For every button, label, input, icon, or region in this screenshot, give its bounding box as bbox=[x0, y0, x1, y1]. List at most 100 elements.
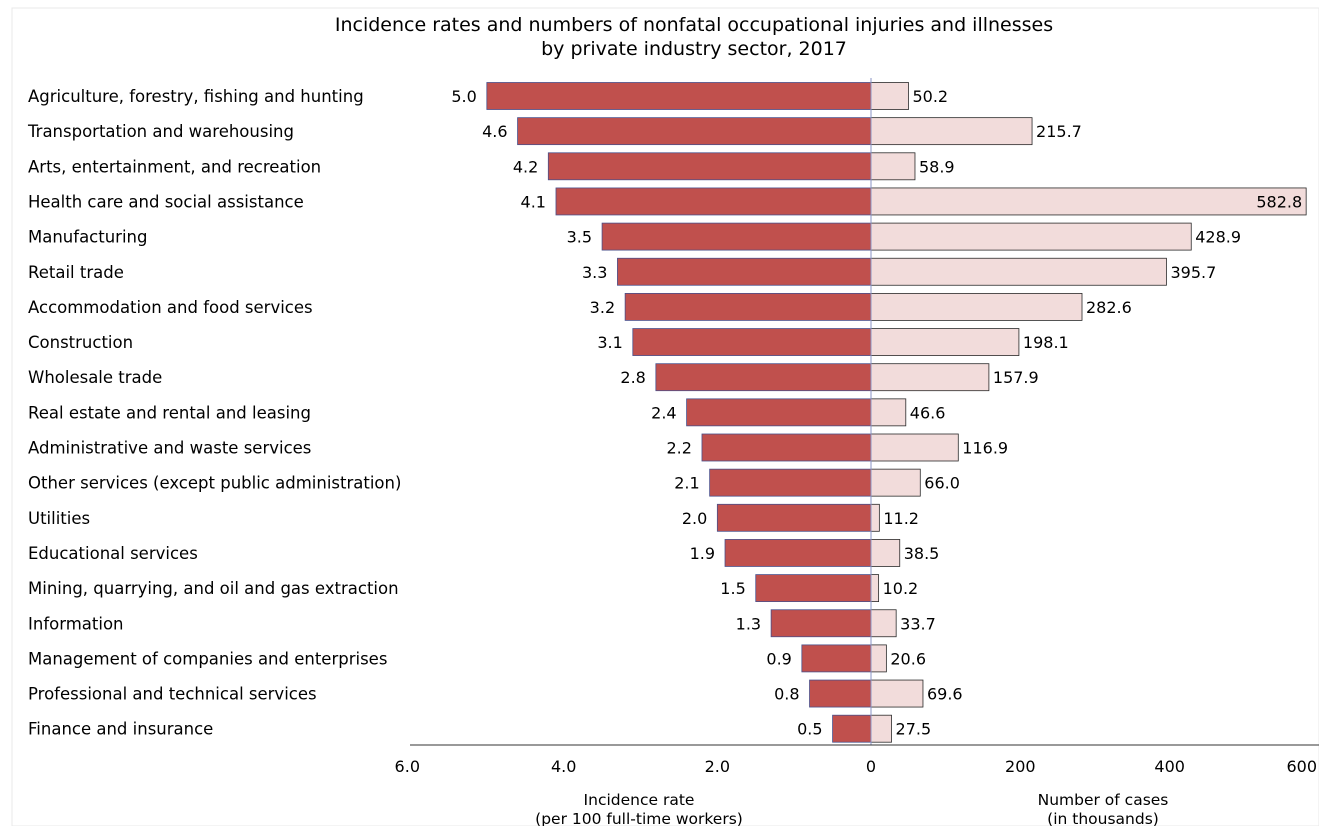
incidence-rate-label: 0.9 bbox=[766, 649, 791, 668]
category-label: Construction bbox=[28, 333, 133, 352]
number-of-cases-bar bbox=[870, 187, 1307, 216]
incidence-rate-label: 2.1 bbox=[674, 474, 699, 493]
number-of-cases-label: 582.8 bbox=[1256, 192, 1302, 211]
incidence-rate-bar bbox=[832, 714, 872, 743]
number-of-cases-bar bbox=[870, 539, 901, 567]
category-label: Arts, entertainment, and recreation bbox=[28, 157, 321, 176]
incidence-rate-bar bbox=[716, 503, 872, 532]
number-of-cases-label: 11.2 bbox=[883, 509, 919, 528]
incidence-rate-label: 4.6 bbox=[482, 122, 507, 141]
incidence-rate-label: 3.1 bbox=[597, 333, 622, 352]
incidence-rate-bar bbox=[547, 152, 872, 181]
number-of-cases-bar bbox=[870, 152, 916, 181]
incidence-rate-label: 1.9 bbox=[690, 544, 715, 563]
number-of-cases-bar bbox=[870, 117, 1033, 146]
number-of-cases-label: 198.1 bbox=[1023, 333, 1069, 352]
chart-title-line-2: by private industry sector, 2017 bbox=[541, 38, 847, 60]
category-label: Information bbox=[28, 614, 124, 633]
incidence-rate-label: 2.2 bbox=[667, 439, 692, 458]
category-label: Real estate and rental and leasing bbox=[28, 403, 311, 422]
incidence-rate-bar bbox=[701, 433, 872, 462]
number-of-cases-bar bbox=[870, 468, 921, 497]
right-axis-tick-label: 400 bbox=[1154, 757, 1185, 776]
incidence-rate-bar bbox=[801, 644, 872, 673]
incidence-rate-bar bbox=[755, 574, 872, 602]
incidence-rate-bar bbox=[655, 363, 872, 392]
number-of-cases-label: 428.9 bbox=[1195, 228, 1241, 247]
number-of-cases-label: 46.6 bbox=[910, 403, 946, 422]
incidence-rate-label: 3.2 bbox=[590, 298, 615, 317]
category-label: Manufacturing bbox=[28, 228, 147, 247]
right-axis-tick-label: 200 bbox=[1005, 757, 1036, 776]
ticks-layer: 6.0 4.0 2.0 0 200 400 600 bbox=[395, 757, 1317, 776]
number-of-cases-bar bbox=[870, 433, 959, 462]
number-of-cases-label: 215.7 bbox=[1036, 122, 1082, 141]
incidence-rate-label: 3.5 bbox=[567, 228, 592, 247]
incidence-rate-bar bbox=[809, 679, 872, 708]
incidence-rate-label: 4.1 bbox=[521, 192, 546, 211]
number-of-cases-label: 116.9 bbox=[962, 439, 1008, 458]
incidence-rate-label: 0.8 bbox=[774, 685, 799, 704]
number-of-cases-bar bbox=[870, 222, 1192, 251]
incidence-rate-bar bbox=[517, 117, 872, 146]
left-axis-tick-label: 6.0 bbox=[395, 757, 420, 776]
incidence-rate-bar bbox=[617, 257, 872, 286]
number-of-cases-bar bbox=[870, 679, 924, 708]
incidence-rate-bar bbox=[632, 328, 872, 356]
incidence-rate-bar bbox=[486, 82, 872, 110]
incidence-rate-bar bbox=[555, 187, 872, 216]
number-of-cases-bar bbox=[870, 292, 1083, 321]
number-of-cases-bar bbox=[870, 644, 887, 673]
number-of-cases-label: 27.5 bbox=[896, 720, 932, 739]
category-label: Health care and social assistance bbox=[28, 192, 304, 211]
number-of-cases-label: 33.7 bbox=[900, 614, 936, 633]
right-axis-tick-label: 600 bbox=[1286, 757, 1317, 776]
incidence-rate-label: 2.8 bbox=[620, 368, 645, 387]
right-axis-title-line-2: (in thousands) bbox=[1047, 810, 1159, 826]
chart-title-line-1: Incidence rates and numbers of nonfatal … bbox=[335, 14, 1053, 36]
incidence-rate-label: 1.5 bbox=[720, 579, 745, 598]
incidence-rate-label: 1.3 bbox=[736, 614, 761, 633]
number-of-cases-label: 69.6 bbox=[927, 685, 963, 704]
category-label: Agriculture, forestry, fishing and hunti… bbox=[28, 87, 364, 106]
category-label: Transportation and warehousing bbox=[27, 122, 294, 141]
category-label: Management of companies and enterprises bbox=[28, 649, 387, 668]
incidence-rate-bar bbox=[601, 222, 872, 251]
number-of-cases-bar bbox=[870, 574, 880, 602]
incidence-rate-label: 0.5 bbox=[797, 720, 822, 739]
left-axis-tick-label: 0 bbox=[866, 757, 876, 776]
incidence-rate-bar bbox=[686, 398, 872, 427]
number-of-cases-bar bbox=[870, 82, 909, 110]
category-label: Wholesale trade bbox=[28, 368, 162, 387]
category-label: Educational services bbox=[28, 544, 198, 563]
number-of-cases-label: 38.5 bbox=[904, 544, 940, 563]
number-of-cases-bar bbox=[870, 503, 880, 532]
category-label: Other services (except public administra… bbox=[28, 474, 401, 493]
category-label: Professional and technical services bbox=[28, 685, 317, 704]
incidence-rate-label: 4.2 bbox=[513, 157, 538, 176]
incidence-rate-label: 5.0 bbox=[451, 87, 476, 106]
category-label: Utilities bbox=[28, 509, 90, 528]
category-label: Retail trade bbox=[28, 263, 124, 282]
incidence-rate-bar bbox=[624, 292, 872, 321]
incidence-rate-label: 3.3 bbox=[582, 263, 607, 282]
right-axis-title-line-1: Number of cases bbox=[1038, 791, 1169, 809]
number-of-cases-bar bbox=[870, 398, 907, 427]
left-axis-title-line-2: (per 100 full-time workers) bbox=[535, 810, 743, 826]
number-of-cases-label: 10.2 bbox=[883, 579, 919, 598]
bars-layer: Agriculture, forestry, fishing and hunti… bbox=[27, 82, 1307, 743]
incidence-rate-label: 2.4 bbox=[651, 403, 676, 422]
category-label: Finance and insurance bbox=[28, 720, 213, 739]
number-of-cases-label: 157.9 bbox=[993, 368, 1039, 387]
number-of-cases-label: 395.7 bbox=[1170, 263, 1216, 282]
number-of-cases-label: 282.6 bbox=[1086, 298, 1132, 317]
number-of-cases-bar bbox=[870, 363, 990, 392]
incidence-rate-label: 2.0 bbox=[682, 509, 707, 528]
number-of-cases-label: 50.2 bbox=[912, 87, 948, 106]
left-axis-title-line-1: Incidence rate bbox=[584, 791, 695, 809]
incidence-rate-bar bbox=[709, 468, 872, 497]
number-of-cases-bar bbox=[870, 328, 1020, 356]
number-of-cases-label: 20.6 bbox=[890, 649, 926, 668]
number-of-cases-bar bbox=[870, 609, 897, 638]
category-label: Accommodation and food services bbox=[28, 298, 313, 317]
